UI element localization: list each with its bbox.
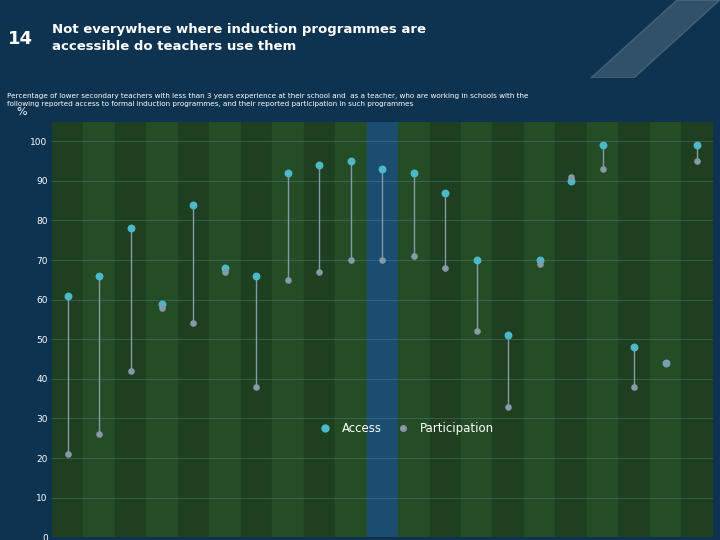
Text: %: % xyxy=(17,107,27,117)
Point xyxy=(282,275,294,284)
Point xyxy=(597,141,608,150)
Point xyxy=(408,168,420,177)
Point xyxy=(565,173,577,181)
Point xyxy=(94,430,105,438)
Point xyxy=(503,402,514,411)
Bar xyxy=(650,122,681,537)
Polygon shape xyxy=(590,0,720,78)
Bar xyxy=(366,122,398,537)
Point xyxy=(188,200,199,209)
Point xyxy=(345,256,356,265)
Point xyxy=(125,367,136,375)
Point xyxy=(597,165,608,173)
Text: 14: 14 xyxy=(9,30,33,48)
Point xyxy=(471,327,482,336)
Point xyxy=(439,188,451,197)
Point xyxy=(660,359,671,367)
Point xyxy=(534,256,546,265)
Point xyxy=(62,450,73,458)
Bar xyxy=(398,122,430,537)
Legend: Access, Participation: Access, Participation xyxy=(309,417,498,440)
Bar xyxy=(304,122,335,537)
Point xyxy=(219,264,230,272)
Bar xyxy=(492,122,524,537)
Point xyxy=(629,382,640,391)
Point xyxy=(251,382,262,391)
Bar xyxy=(461,122,492,537)
Bar xyxy=(335,122,366,537)
Bar xyxy=(587,122,618,537)
Bar xyxy=(555,122,587,537)
Bar xyxy=(618,122,650,537)
Bar xyxy=(52,122,84,537)
Point xyxy=(251,272,262,280)
Bar xyxy=(681,122,713,537)
Point xyxy=(62,292,73,300)
Bar xyxy=(84,122,114,537)
Point xyxy=(534,260,546,268)
Point xyxy=(660,359,671,367)
Point xyxy=(282,168,294,177)
Point xyxy=(471,256,482,265)
Bar xyxy=(272,122,304,537)
Point xyxy=(565,177,577,185)
Point xyxy=(314,161,325,170)
Point xyxy=(629,343,640,352)
Bar xyxy=(178,122,210,537)
Point xyxy=(94,272,105,280)
Point xyxy=(156,299,168,308)
Point xyxy=(125,224,136,233)
Bar xyxy=(114,122,146,537)
Point xyxy=(377,165,388,173)
Bar xyxy=(210,122,240,537)
Point xyxy=(691,157,703,165)
Bar xyxy=(430,122,461,537)
Point xyxy=(408,252,420,260)
Point xyxy=(377,256,388,265)
Text: Percentage of lower secondary teachers with less than 3 years experience at thei: Percentage of lower secondary teachers w… xyxy=(7,93,528,107)
Point xyxy=(345,157,356,165)
Point xyxy=(503,331,514,340)
Point xyxy=(219,268,230,276)
Point xyxy=(691,141,703,150)
Text: Not everywhere where induction programmes are
accessible do teachers use them: Not everywhere where induction programme… xyxy=(52,23,426,52)
Point xyxy=(188,319,199,328)
Point xyxy=(156,303,168,312)
Bar xyxy=(240,122,272,537)
Bar xyxy=(524,122,555,537)
Bar xyxy=(146,122,178,537)
Point xyxy=(439,264,451,272)
Point xyxy=(314,268,325,276)
